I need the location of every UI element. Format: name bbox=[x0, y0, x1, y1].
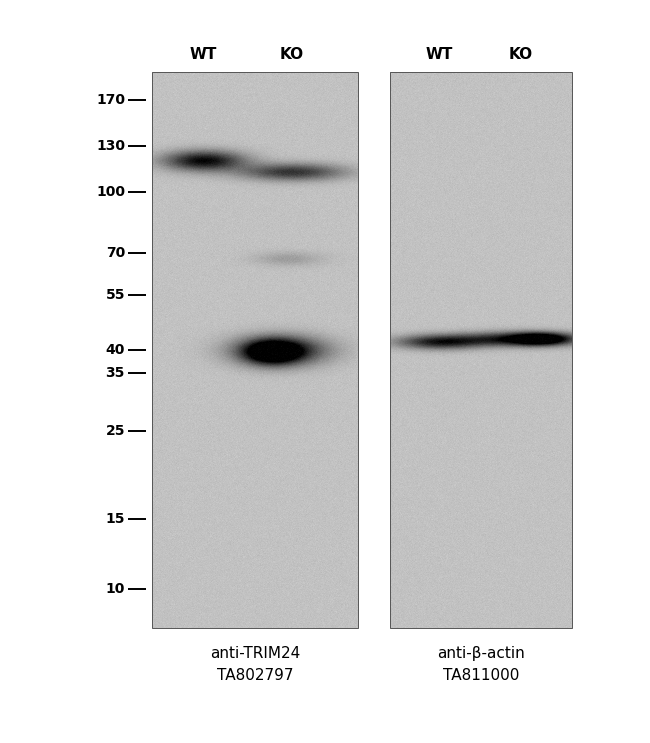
Text: 55: 55 bbox=[105, 288, 125, 302]
Text: WT: WT bbox=[426, 47, 453, 62]
Text: 35: 35 bbox=[105, 366, 125, 380]
Text: 70: 70 bbox=[106, 247, 125, 260]
Bar bbox=[152, 72, 358, 628]
Text: anti-β-actin
TA811000: anti-β-actin TA811000 bbox=[437, 646, 525, 684]
Bar bbox=[390, 72, 572, 628]
Text: 40: 40 bbox=[105, 343, 125, 357]
Text: 10: 10 bbox=[105, 583, 125, 597]
Text: 25: 25 bbox=[105, 424, 125, 438]
Text: 130: 130 bbox=[96, 140, 125, 153]
Text: KO: KO bbox=[280, 47, 304, 62]
Text: WT: WT bbox=[190, 47, 217, 62]
Text: 15: 15 bbox=[105, 513, 125, 527]
Text: 100: 100 bbox=[96, 185, 125, 198]
Text: KO: KO bbox=[509, 47, 533, 62]
Text: anti-TRIM24
TA802797: anti-TRIM24 TA802797 bbox=[210, 646, 300, 684]
Text: 170: 170 bbox=[96, 93, 125, 107]
